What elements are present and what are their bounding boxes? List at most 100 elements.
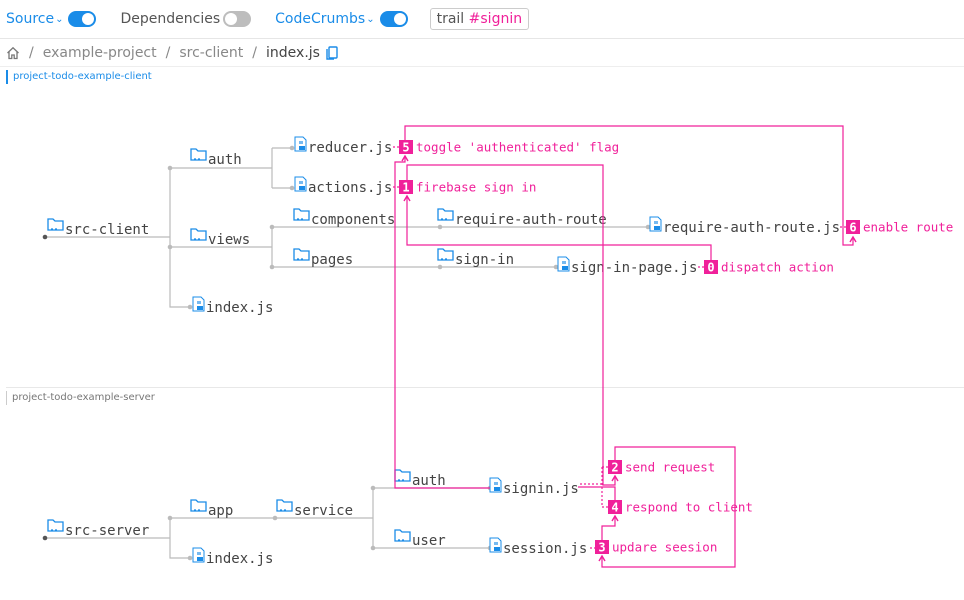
tree-node-dot [167,244,173,250]
folder-user[interactable]: user [412,533,446,549]
trail-selector[interactable]: trail #signin [429,8,530,30]
breadcrumb-separator: / [29,45,34,61]
toolbar: Source ⌄ Dependencies CodeCrumbs ⌄ trail… [0,0,964,39]
folder-icon [47,519,64,532]
file-actions[interactable]: actions.js [308,180,392,196]
file-index-client[interactable]: index.js [206,300,273,316]
dependencies-label: Dependencies [120,11,221,27]
js-file-icon [489,477,502,493]
codecrumbs-dropdown[interactable]: CodeCrumbs [275,11,366,27]
folder-src-server[interactable]: src-server [65,523,149,539]
trail-name: #signin [468,11,523,27]
js-file-icon [649,216,662,232]
arrow-head-icon [611,474,619,482]
js-file-icon [294,176,307,192]
tree-node-dot [272,515,278,521]
folder-icon [394,529,411,542]
folder-icon [293,208,310,221]
folder-icon [437,248,454,261]
codecrumb-5[interactable]: 5 toggle 'authenticated' flag [399,140,619,155]
codecrumb-3[interactable]: 3 updare seesion [595,540,717,555]
dependencies-toggle-group: Dependencies [120,11,252,27]
js-file-icon [489,537,502,553]
arrow-head-icon [403,194,411,202]
folder-icon [190,148,207,161]
js-file-icon [192,547,205,563]
tree-node-dot [437,224,443,230]
tree-node-dot [187,555,193,561]
folder-icon [437,208,454,221]
project-label-server: project-todo-example-server [6,391,155,405]
tree-edge [170,226,648,268]
crumb-number: 4 [611,501,618,515]
folder-sign-in[interactable]: sign-in [455,252,514,268]
crumb-flow-edge [394,156,490,489]
folder-require-auth-route[interactable]: require-auth-route [455,212,607,228]
trail-prefix: trail [436,11,465,27]
tree-node-dot [553,264,559,270]
tree-node-dot [437,264,443,270]
breadcrumb-item[interactable]: example-project [42,45,157,61]
file-reducer[interactable]: reducer.js [308,140,392,156]
folder-auth[interactable]: auth [208,152,242,168]
folder-icon [293,248,310,261]
folder-app[interactable]: app [208,503,233,519]
crumb-flow-edge [406,196,712,260]
crumb-flow-edge [578,486,616,500]
chevron-down-icon[interactable]: ⌄ [366,13,375,25]
crumb-flow-edge [406,164,616,486]
tree-node-dot [289,145,295,151]
tree-node-dot [370,545,376,551]
copy-icon[interactable] [326,46,338,60]
crumb-number: 6 [849,221,856,235]
folder-icon [394,469,411,482]
chevron-down-icon[interactable]: ⌄ [55,13,64,25]
file-index-server[interactable]: index.js [206,551,273,567]
source-dropdown[interactable]: Source [6,11,55,27]
file-signin[interactable]: signin.js [503,481,579,497]
crumb-label: send request [625,460,715,475]
source-toggle-group: Source ⌄ [6,11,97,27]
codecrumbs-toggle[interactable] [379,11,408,27]
file-session[interactable]: session.js [503,541,587,557]
folder-pages[interactable]: pages [311,252,353,268]
project-label-client: project-todo-example-client [6,70,152,84]
crumb-flow-edge [601,516,616,540]
crumb-label: respond to client [625,500,753,515]
folder-src-client[interactable]: src-client [65,222,149,238]
tree-node-dot [370,485,376,491]
codecrumb-1[interactable]: 1 firebase sign in [399,180,536,195]
breadcrumb-item[interactable]: src-client [179,45,244,61]
codecrumb-4[interactable]: 4 respond to client [608,500,753,515]
tree-node-dot [167,515,173,521]
breadcrumb-separator: / [165,45,171,61]
divider [0,66,964,67]
crumb-flow-edge [404,125,854,246]
crumb-number: 3 [598,541,605,555]
folder-components[interactable]: components [311,212,395,228]
breadcrumb-current: index.js [266,45,320,61]
file-sign-in-page[interactable]: sign-in-page.js [571,260,697,276]
codecrumb-0[interactable]: 0 dispatch action [704,260,834,275]
tree-node-dot [645,224,651,230]
tree-node-dot [42,234,48,240]
js-file-icon [557,256,570,272]
divider [6,387,964,388]
codecrumb-2[interactable]: 2 send request [608,460,715,475]
crumb-label: toggle 'authenticated' flag [416,140,619,155]
folder-service[interactable]: service [294,503,353,519]
folder-views[interactable]: views [208,232,250,248]
file-require-auth-route[interactable]: require-auth-route.js [663,220,840,236]
folder-server-auth[interactable]: auth [412,473,446,489]
dependencies-toggle[interactable] [223,11,252,27]
tree-node-dot [167,165,173,171]
home-icon[interactable] [6,46,20,60]
breadcrumb: / example-project / src-client / index.j… [6,44,338,62]
source-toggle[interactable] [68,11,97,27]
codecrumb-6[interactable]: 6 enable route [846,220,953,235]
tree-node-dot [289,185,295,191]
tree-node-dot [42,535,48,541]
arrow-head-icon [611,514,619,522]
js-file-icon [192,296,205,312]
